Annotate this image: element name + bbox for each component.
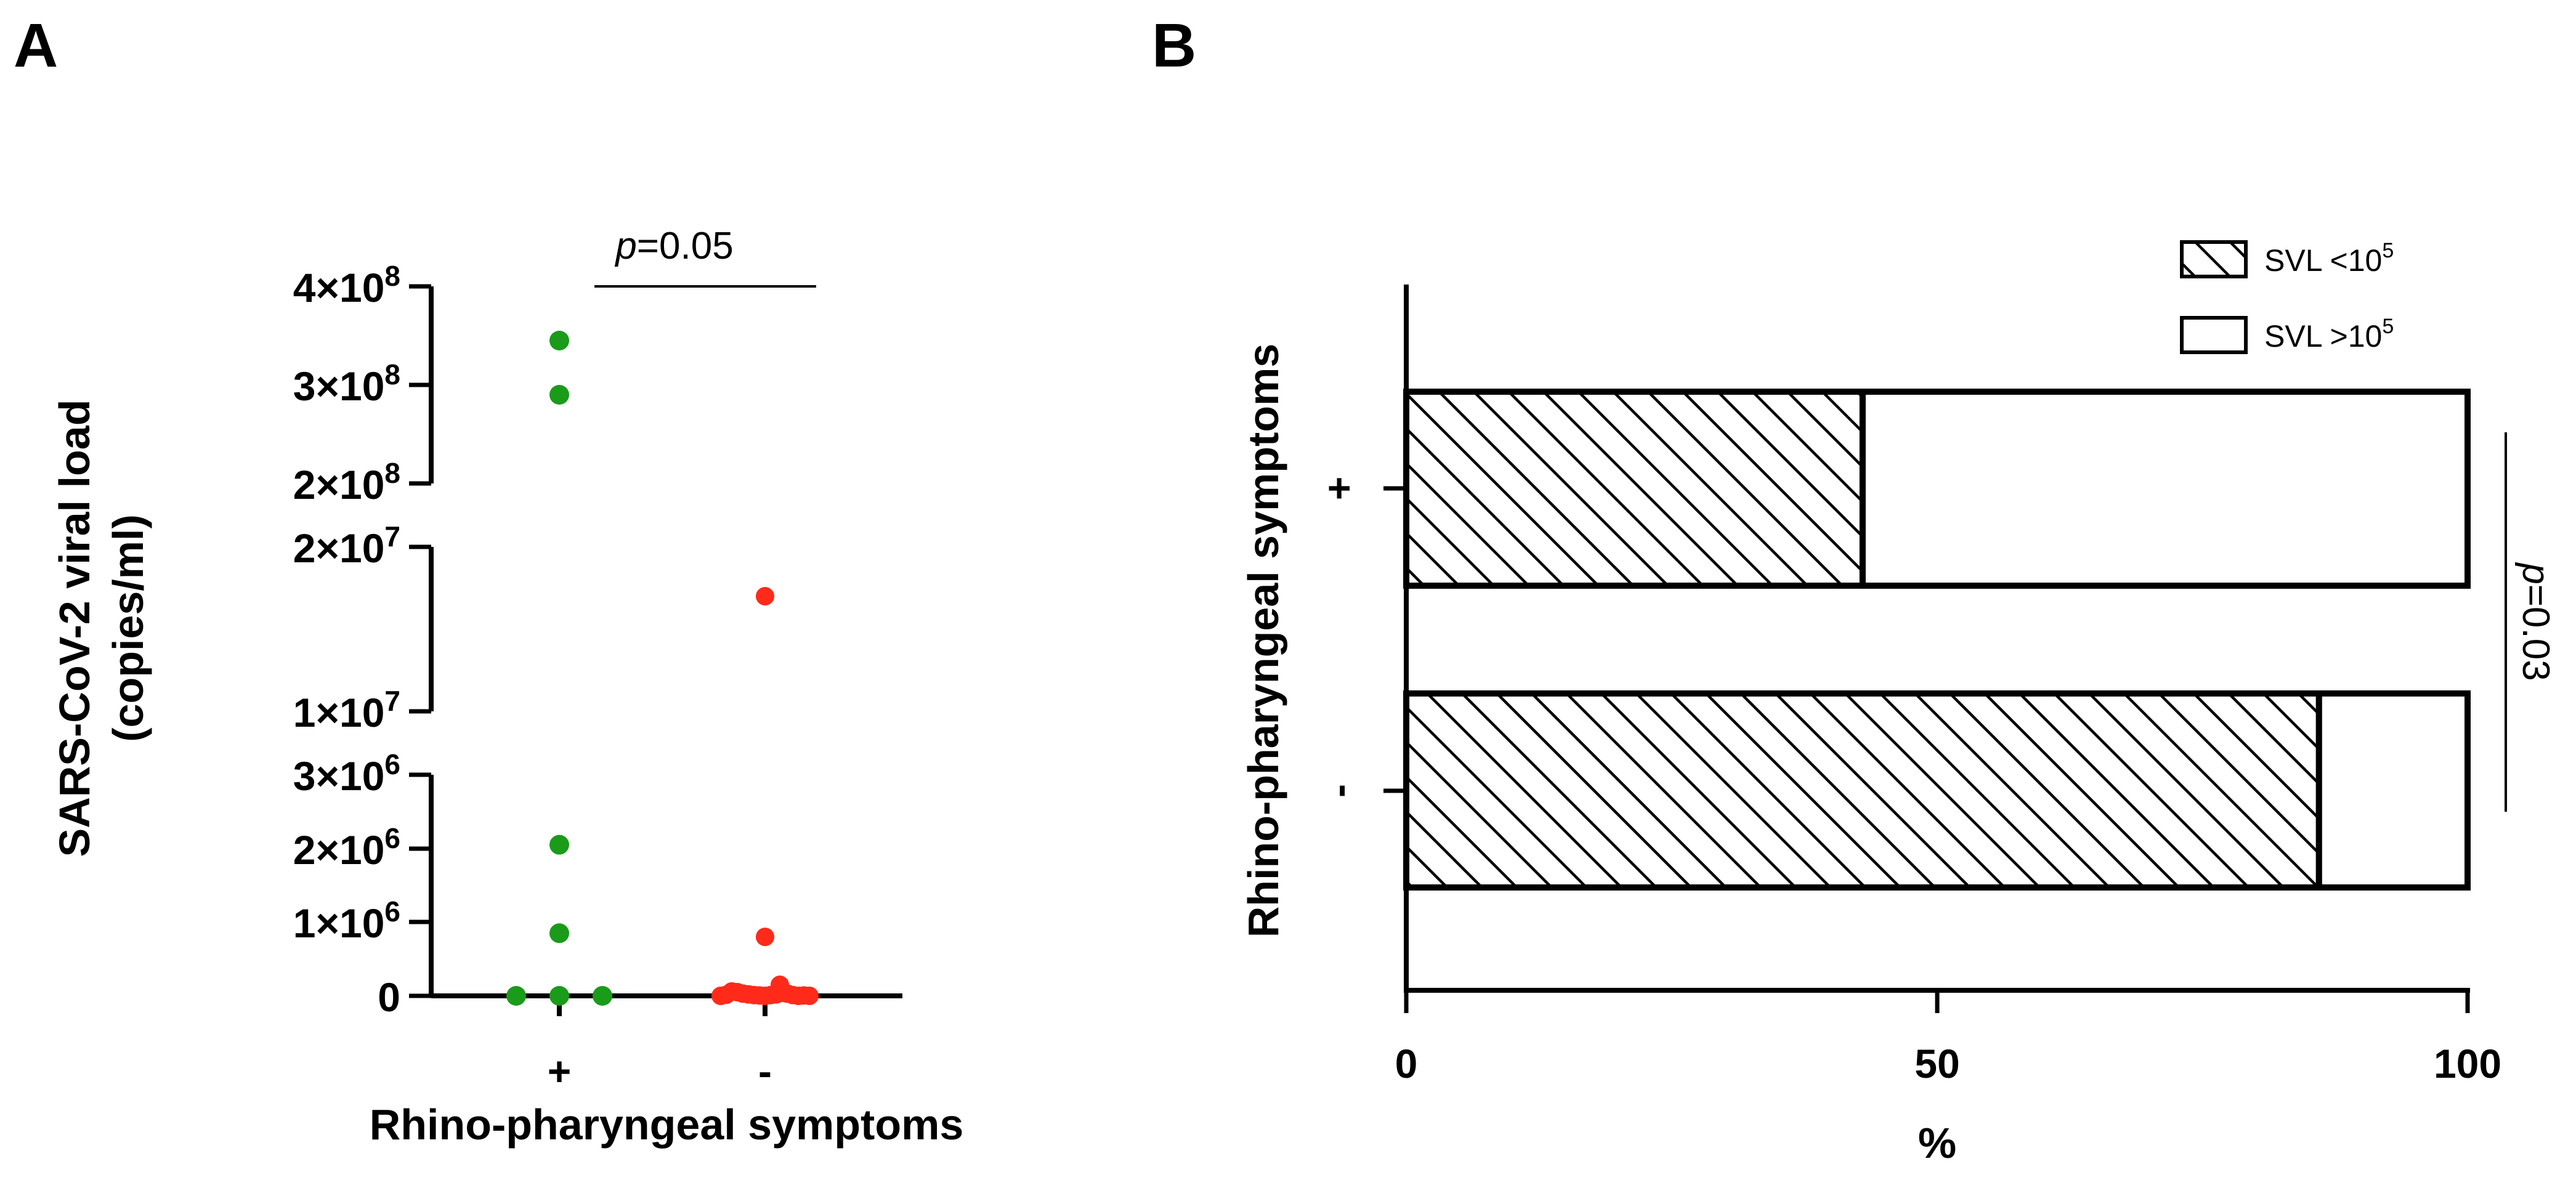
x-label-50-b: 50 (1914, 1041, 1959, 1086)
x-label-100-b: 100 (2434, 1041, 2501, 1086)
scatter-point-plus-3 (549, 923, 569, 944)
y-axis-title-a-line2: (copies/ml) (104, 514, 152, 742)
panel-a-scatter: + - 4×108 3×108 2×108 2×107 1×107 3×106 … (51, 225, 963, 1149)
x-axis-title-b: % (1918, 1119, 1956, 1167)
y-category-plus-b: + (1316, 477, 1361, 501)
y-axis-title-b: Rhino-pharyngeal symptoms (1239, 344, 1287, 938)
y-axis-title-a-line1: SARS-CoV-2 viral load (51, 400, 99, 857)
bar-plus-svl-high (1859, 389, 2471, 589)
legend-label-svl-low: SVL <105 (2264, 239, 2394, 278)
y-label-3e6: 3×106 (293, 748, 400, 799)
scatter-points (506, 331, 819, 1006)
legend-label-svl-high: SVL >105 (2264, 315, 2394, 354)
scatter-point-minus-19 (711, 987, 730, 1005)
x-axis-title-a: Rhino-pharyngeal symptoms (370, 1101, 964, 1149)
panel-label-b: B (1152, 11, 1196, 80)
scatter-point-plus-2 (549, 834, 569, 855)
y-label-1e6: 1×106 (293, 895, 400, 946)
x-category-plus: + (548, 1048, 572, 1094)
y-category-minus-b: - (1316, 784, 1361, 798)
y-label-4e8: 4×108 (293, 260, 400, 310)
x-category-minus: - (758, 1048, 772, 1094)
scatter-point-plus-5 (549, 986, 569, 1006)
y-label-0: 0 (378, 974, 400, 1020)
legend-swatch-empty (2180, 316, 2248, 354)
legend-swatch-hatched (2180, 240, 2248, 278)
bar-minus-svl-low (1403, 690, 2322, 891)
scatter-point-minus-1 (756, 927, 774, 947)
p-value-a: p=0.05 (614, 225, 733, 267)
y-label-2e7: 2×107 (293, 520, 400, 571)
y-label-3e8: 3×108 (293, 358, 400, 409)
p-value-b: p=0.03 (2514, 562, 2557, 681)
legend-b: SVL <105 SVL >105 (2180, 239, 2394, 354)
scatter-point-plus-6 (593, 986, 612, 1006)
y-label-2e8: 2×108 (293, 457, 400, 507)
scatter-point-minus-0 (756, 587, 774, 606)
scatter-point-minus-18 (800, 987, 819, 1005)
panel-label-a: A (14, 11, 58, 80)
bar-plus-svl-low (1403, 389, 1866, 589)
panel-b-stacked-bar: + - Rhino-pharyngeal symptoms 0 50 100 %… (1239, 239, 2557, 1167)
bar-minus-svl-high (2315, 690, 2471, 891)
x-label-0-b: 0 (1395, 1041, 1418, 1086)
scatter-point-plus-4 (506, 986, 526, 1006)
scatter-point-plus-0 (549, 331, 569, 350)
scatter-point-plus-1 (549, 385, 569, 405)
y-label-2e6: 2×106 (293, 822, 400, 873)
y-label-1e7: 1×107 (293, 685, 400, 735)
stacked-bars (1403, 389, 2471, 891)
